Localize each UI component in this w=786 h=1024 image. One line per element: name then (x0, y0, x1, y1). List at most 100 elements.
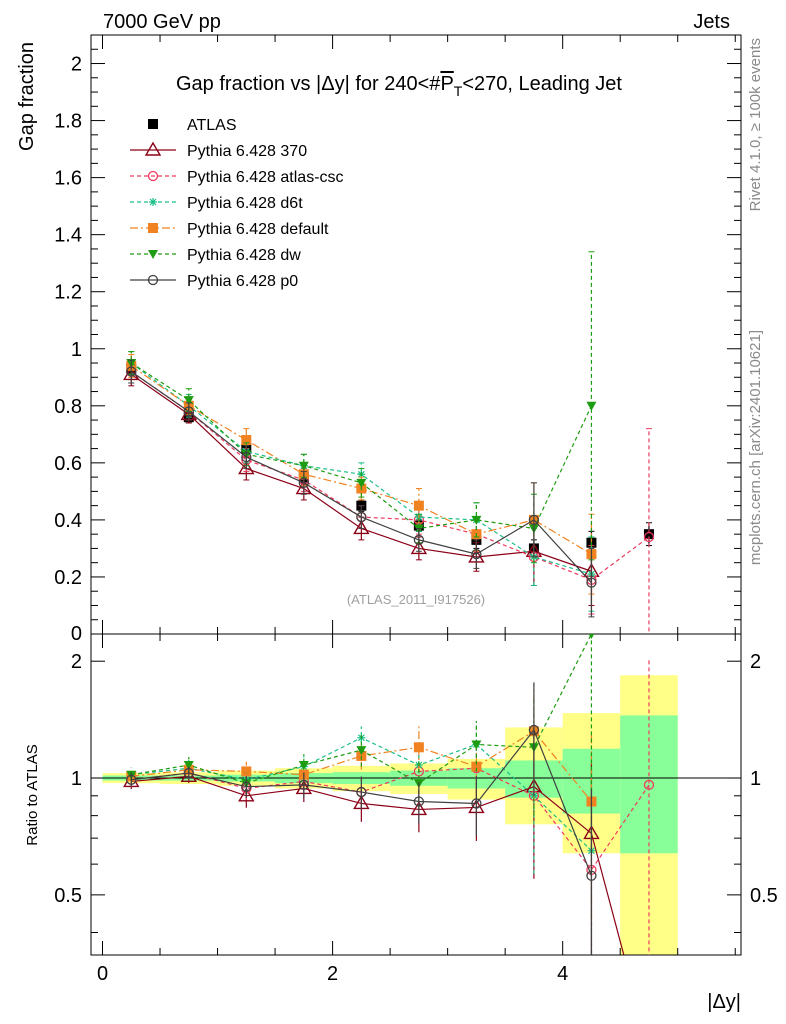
legend-label: Pythia 6.428 dw (187, 247, 301, 264)
legend-label: Pythia 6.428 370 (187, 143, 307, 160)
legend-marker-shape (147, 274, 159, 286)
legend-entry-pythia-6-428-atlas-csc: Pythia 6.428 atlas-csc (130, 169, 344, 186)
xaxis-label: |Δy| (707, 991, 741, 1013)
legend-marker-stroke (149, 198, 157, 206)
legend-marker (149, 198, 157, 206)
point-shape (353, 520, 370, 535)
point (183, 406, 194, 417)
y-tick-label: 1 (71, 339, 82, 361)
main-series-group (123, 251, 655, 634)
x-tick-label: 4 (557, 963, 568, 985)
point-shape (241, 435, 252, 446)
point-shape (298, 477, 309, 488)
legend-marker (147, 274, 159, 286)
ratio-series-line (131, 728, 593, 876)
y-tick-label: 0.2 (54, 567, 82, 589)
point (471, 515, 482, 525)
ratio-series-line (131, 634, 592, 784)
legend: ATLAS Pythia 6.428 370 Pythia 6.428 atlas-… (130, 117, 344, 290)
rivet-version-label: Rivet 4.1.0, ≥ 100k events (747, 38, 764, 211)
series-pythia-6-428-p0 (126, 359, 597, 618)
point (241, 435, 252, 446)
y-tick-label: 0.6 (54, 453, 82, 475)
data-series (123, 251, 655, 955)
legend-marker (148, 119, 158, 129)
ratio-y-tick-label-right: 2 (750, 651, 761, 673)
band-green-9 (620, 715, 678, 854)
title-post: <270, Leading Jet (462, 73, 622, 95)
legend-marker-shape (147, 170, 159, 182)
legend-marker-shape (144, 141, 162, 156)
point (353, 520, 370, 535)
legend-entry-pythia-6-428-dw: Pythia 6.428 dw (130, 247, 301, 264)
point-shape (643, 529, 654, 540)
legend-marker-shape (148, 223, 158, 233)
legend-marker-shape (148, 250, 158, 259)
legend-label: ATLAS (187, 117, 237, 134)
legend-marker (144, 141, 162, 156)
y-tick-label: 1.8 (54, 111, 82, 133)
legend-label: Pythia 6.428 default (187, 221, 329, 238)
legend-label: Pythia 6.428 d6t (187, 195, 303, 212)
ratio-ylabel: Ratio to ATLAS (24, 744, 41, 845)
point (238, 460, 255, 475)
ratio-plot-frame (90, 633, 742, 956)
legend-entry-pythia-6-428-p0: Pythia 6.428 p0 (130, 273, 298, 290)
ratio-point-shape (586, 870, 597, 881)
point-shape (471, 548, 482, 560)
ratio-point (586, 870, 597, 881)
ratio-point (588, 634, 595, 639)
y-tick-label: 1.6 (54, 168, 82, 190)
point-shape (356, 511, 367, 523)
main-title: Gap fraction vs |Δy| for 240<#PT<270, Le… (176, 73, 622, 99)
legend-marker (148, 250, 158, 259)
ratio-y-tick-label: 2 (71, 651, 82, 673)
y-tick-label: 0.8 (54, 396, 82, 418)
legend-entry-pythia-6-428-default: Pythia 6.428 default (130, 221, 329, 238)
point (528, 514, 540, 526)
main-ylabel: Gap fraction (16, 42, 38, 151)
ratio-point-shape (528, 724, 540, 736)
point (413, 534, 425, 546)
point (471, 548, 482, 560)
y-tick-label: 1.4 (54, 225, 82, 247)
ratio-y-tick-label-right: 1 (750, 768, 761, 790)
ratio-point (528, 724, 540, 736)
x-tick-label: 0 (97, 963, 108, 985)
legend-marker-shape (148, 119, 158, 129)
title-sub: T (454, 83, 463, 99)
point-shape (528, 514, 540, 526)
point-shape (471, 515, 482, 525)
title-p: P (440, 73, 453, 95)
legend-entry-atlas: ATLAS (148, 117, 237, 134)
header-right: Jets (693, 11, 730, 33)
point-shape (183, 406, 194, 417)
ratio-point-shape (643, 779, 655, 791)
series-line (130, 371, 650, 581)
ratio-y-tick-label: 0.5 (54, 885, 82, 907)
point (643, 531, 655, 543)
point-shape (586, 577, 597, 588)
title-pre: Gap fraction vs |Δy| for 240<# (176, 73, 441, 95)
ratio-y-tick-label: 1 (71, 768, 82, 790)
mcplots-credit-label: mcplots.cern.ch [arXiv:2401.10621] (747, 330, 764, 565)
analysis-id: (ATLAS_2011_I917526) (347, 592, 485, 607)
legend-label: Pythia 6.428 p0 (187, 273, 298, 290)
header-left: 7000 GeV pp (103, 11, 221, 33)
ratio-series-line (131, 775, 625, 955)
point-shape (126, 366, 137, 377)
ratio-series-group (123, 634, 655, 955)
ratio-y-tick-label-right: 0.5 (750, 885, 778, 907)
y-tick-label-zero: 0 (71, 623, 82, 645)
point-shape (413, 534, 425, 546)
legend-entry-pythia-6-428-370: Pythia 6.428 370 (130, 141, 307, 160)
x-tick-label: 2 (327, 963, 338, 985)
series-line (130, 362, 592, 530)
point (241, 452, 252, 463)
series-line (130, 371, 592, 584)
legend-label: Pythia 6.428 atlas-csc (187, 169, 344, 186)
ratio-series-line (131, 767, 650, 871)
point (643, 529, 654, 540)
legend-entry-pythia-6-428-d6t: Pythia 6.428 d6t (130, 195, 303, 212)
